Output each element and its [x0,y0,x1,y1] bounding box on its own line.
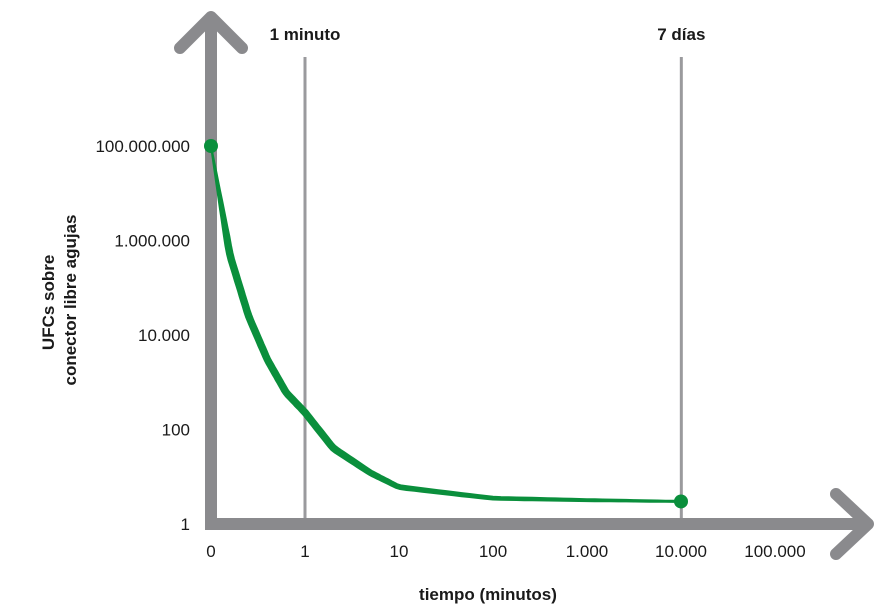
data-marker-1 [204,139,218,153]
x-tick-label: 1 [300,542,309,561]
reference-label-2: 7 días [657,25,705,44]
y-axis-title-line-1: UFCs sobre [39,255,58,350]
x-tick-label: 0 [206,542,215,561]
y-axis-title-line-2: conector libre agujas [61,215,80,386]
x-tick-label: 100.000 [744,542,805,561]
y-tick-label: 1.000.000 [114,232,190,251]
y-axis-title: UFCs sobre conector libre agujas [39,215,80,386]
series-curve-1 [210,145,682,503]
reference-label-1: 1 minuto [270,25,341,44]
x-tick-label: 1.000 [566,542,609,561]
data-marker-2 [674,494,688,509]
y-tick-label: 1 [181,515,190,534]
reference-lines [303,57,683,524]
y-tick-label: 10.000 [138,326,190,345]
y-tick-labels: 1 100 10.000 1.000.000 100.000.000 [95,137,190,534]
axes [174,11,874,560]
x-axis-arrowhead [830,488,874,560]
x-axis-title: tiempo (minutos) [419,585,557,604]
y-tick-label: 100.000.000 [95,137,190,156]
x-tick-labels: 0 1 10 100 1.000 10.000 100.000 [206,542,805,561]
x-tick-label: 10 [390,542,409,561]
y-axis-arrowhead [174,11,248,54]
x-tick-label: 10.000 [655,542,707,561]
data-markers [204,139,688,509]
data-series [210,145,682,503]
x-tick-label: 100 [479,542,507,561]
y-tick-label: 100 [162,421,190,440]
reference-labels: 1 minuto 7 días [270,25,706,44]
